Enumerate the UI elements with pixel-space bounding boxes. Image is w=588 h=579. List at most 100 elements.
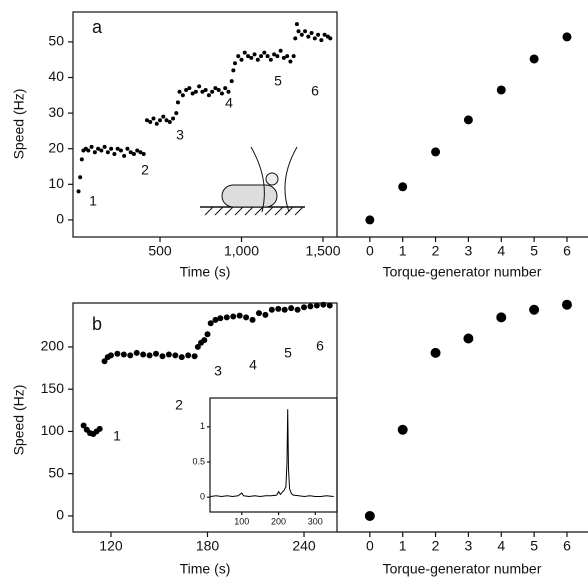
data-point [328, 36, 333, 41]
data-point [171, 116, 176, 121]
x-tick-label: 500 [148, 243, 172, 259]
data-point [236, 312, 243, 319]
y-tick-label: 10 [48, 175, 64, 191]
data-point [115, 146, 120, 151]
data-point [239, 57, 244, 62]
data-point [293, 36, 298, 41]
data-point [249, 55, 254, 60]
step-label: 2 [175, 397, 183, 413]
data-point [133, 349, 140, 356]
data-point [78, 175, 83, 180]
data-point [322, 32, 327, 37]
data-point [153, 350, 160, 357]
data-point [316, 32, 321, 37]
data-point [303, 29, 308, 34]
y-tick-label: 0 [200, 492, 205, 502]
data-point [313, 302, 320, 309]
data-point [364, 510, 375, 521]
data-point [80, 422, 87, 429]
data-point [102, 144, 107, 149]
data-point [154, 121, 159, 126]
data-point [210, 89, 215, 94]
data-point [562, 32, 572, 42]
step-label: 5 [274, 73, 282, 89]
data-point [229, 79, 234, 84]
step-label: 1 [89, 193, 97, 209]
plot-frame [209, 397, 338, 513]
x-tick-label: 200 [271, 516, 286, 526]
data-point [430, 347, 441, 358]
data-point [281, 55, 286, 60]
data-point [164, 118, 169, 123]
data-point [529, 304, 540, 315]
x-tick-label: 3 [465, 243, 473, 259]
data-point [122, 153, 127, 158]
data-point [193, 89, 198, 94]
data-point [496, 312, 507, 323]
data-point [232, 61, 237, 66]
data-point [294, 22, 299, 27]
data-point [207, 320, 214, 327]
x-tick-label: 1 [399, 538, 407, 554]
data-point [272, 52, 277, 57]
data-point [288, 59, 293, 64]
data-point [213, 86, 218, 91]
data-point [301, 304, 308, 311]
step-label: 3 [176, 127, 184, 143]
data-point [255, 57, 260, 62]
data-point [167, 120, 172, 125]
x-tick-label: 2 [432, 538, 440, 554]
plot-frame [72, 11, 338, 238]
panel-label: a [92, 17, 103, 37]
x-tick-label: 2 [432, 243, 440, 259]
y-tick-label: 30 [48, 104, 64, 120]
data-point [463, 333, 474, 344]
data-point [161, 114, 166, 119]
data-point [281, 306, 288, 313]
x-tick-label: 6 [563, 538, 571, 554]
data-point [158, 118, 163, 123]
x-tick-label: 5 [530, 538, 538, 554]
data-point [190, 91, 195, 96]
data-point [194, 343, 201, 350]
data-point [223, 314, 230, 321]
y-tick-label: 0 [56, 507, 64, 523]
x-tick-label: 300 [308, 516, 323, 526]
cell-diagram [200, 146, 305, 216]
x-tick-label: 6 [563, 243, 571, 259]
data-point [159, 353, 166, 360]
data-point [219, 91, 224, 96]
data-point [320, 301, 327, 308]
data-point [236, 54, 241, 59]
step-label: 3 [214, 363, 222, 379]
data-point [204, 331, 211, 338]
data-point [398, 182, 408, 192]
x-tick-label: 1 [399, 243, 407, 259]
x-tick-label: 5 [530, 243, 538, 259]
data-point [92, 150, 97, 155]
step-label: 5 [284, 345, 292, 361]
data-point [249, 316, 256, 323]
y-tick-label: 40 [48, 68, 64, 84]
data-point [191, 353, 198, 360]
spectrum-line [210, 409, 334, 498]
y-tick-label: 50 [48, 33, 64, 49]
data-point [259, 54, 264, 59]
data-point [275, 305, 282, 312]
step-label: 6 [316, 338, 324, 354]
data-point [184, 87, 189, 92]
data-point [216, 87, 221, 92]
data-point [288, 305, 295, 312]
data-point [319, 38, 324, 43]
data-point [299, 32, 304, 37]
data-point [242, 50, 247, 55]
data-point [101, 358, 108, 365]
data-point [135, 148, 140, 153]
data-point [118, 148, 123, 153]
data-point [125, 146, 130, 151]
data-point [275, 54, 280, 59]
step-label: 6 [311, 83, 319, 99]
x-tick-label: 4 [497, 538, 505, 554]
data-point [307, 303, 314, 310]
